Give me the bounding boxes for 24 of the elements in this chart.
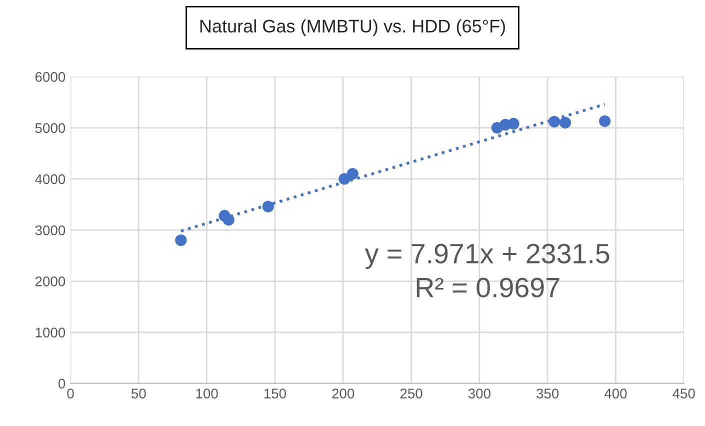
y-tick-label: 5000 (35, 123, 66, 133)
chart-title: Natural Gas (MMBTU) vs. HDD (65°F) (200, 19, 505, 36)
point (508, 118, 520, 130)
y-tick-label: 3000 (35, 225, 66, 236)
y-tick-label: 1000 (36, 328, 66, 338)
x-tick-label: 350 (536, 388, 559, 398)
x-tick-label: 200 (332, 388, 354, 398)
x-tick-label: 450 (672, 388, 695, 398)
x-tick-label: 50 (131, 388, 146, 398)
x-tick-label: 400 (604, 388, 627, 398)
x-tick-label: 250 (400, 388, 422, 398)
x-tick-label: 100 (196, 388, 218, 398)
point (346, 168, 358, 180)
point (175, 234, 187, 246)
x-tick-label: 300 (468, 388, 490, 398)
y-tick-label: 2000 (35, 276, 66, 286)
x-tick-label: 150 (264, 388, 286, 398)
x-tick-label: 0 (67, 388, 74, 398)
point (559, 116, 572, 128)
point (598, 115, 611, 127)
y-tick-label: 4000 (35, 174, 66, 184)
y-tick-label: 0 (58, 378, 66, 389)
y-tick-label: 6000 (35, 72, 66, 82)
annotation: y = 7.971x + 2331.5 R² = 0.9697 (364, 244, 610, 298)
